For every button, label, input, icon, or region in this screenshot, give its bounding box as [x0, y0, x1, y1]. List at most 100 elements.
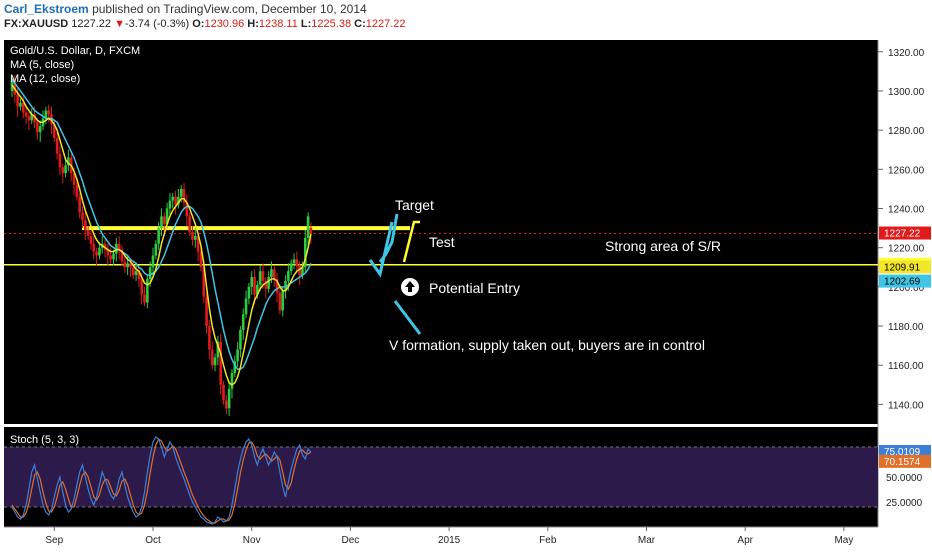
author-link[interactable]: Carl_Ekstroem	[4, 2, 89, 16]
test-path-line	[402, 220, 420, 263]
candle-body	[92, 243, 96, 252]
candle-body	[227, 388, 231, 409]
candle-body	[194, 235, 197, 240]
candle-body	[44, 110, 48, 119]
price-chart-svg[interactable]: 1320.00 1300.00 1280.00 1260.00 1240.00 1220.…	[0, 36, 932, 550]
candle-body	[191, 232, 194, 240]
x-tick-label: Nov	[243, 535, 261, 546]
candle-body	[196, 235, 200, 252]
stoch-band	[4, 447, 878, 507]
candle-body	[106, 249, 110, 256]
high-value: 1238.11	[258, 18, 298, 30]
candle-body	[129, 263, 132, 268]
candle-body	[16, 94, 19, 107]
price-tick-label: 1200.00	[888, 283, 925, 294]
candle-body	[188, 216, 191, 232]
candle-body	[287, 271, 290, 281]
candle-body	[21, 102, 25, 113]
candle-body	[165, 208, 169, 225]
candle-body	[244, 298, 248, 315]
high-label: H:	[247, 18, 259, 30]
candle-body	[64, 165, 67, 174]
price-tick-label: 1180.00	[888, 322, 924, 333]
legend-ma12: MA (12, close)	[10, 73, 80, 85]
chart-area[interactable]: 1320.00 1300.00 1280.00 1260.00 1240.00 1220.…	[0, 36, 932, 550]
candle-body	[112, 253, 115, 260]
candle-body	[162, 216, 166, 225]
candle-body	[222, 384, 225, 401]
candle-body	[36, 122, 39, 133]
price-tick-label: 1220.00	[888, 244, 925, 255]
candle-body	[55, 137, 59, 154]
candle-body	[278, 292, 282, 311]
candle-body	[131, 267, 135, 276]
main-pane[interactable]	[4, 40, 878, 424]
candle-body	[117, 243, 121, 250]
candle-body	[157, 228, 160, 244]
candle-body	[216, 341, 220, 358]
price-label-text: 1209.91	[884, 262, 921, 273]
stoch-d-label-box	[879, 454, 931, 468]
candle-body	[27, 116, 31, 121]
candle-body	[160, 216, 163, 229]
candle-body	[47, 110, 50, 115]
legend-stoch: Stoch (5, 3, 3)	[10, 434, 79, 446]
stoch-k-line	[11, 436, 312, 525]
price-tick-label: 1160.00	[888, 361, 924, 372]
candle-body	[38, 126, 42, 133]
published-text: published on TradingView.com, December 1…	[92, 2, 367, 16]
v-formation-right-leg	[368, 221, 394, 278]
ma5-line	[11, 84, 312, 386]
candle-body	[168, 200, 172, 209]
candle-body	[309, 228, 313, 234]
candle-body	[284, 280, 287, 291]
change-arrow-icon: ▼	[114, 18, 125, 30]
candle-body	[306, 216, 310, 238]
candle-body	[208, 326, 211, 350]
candle-body	[146, 279, 149, 303]
annotations: Target Test Strong area of S/R Potential…	[368, 197, 721, 353]
publish-line: Carl_Ekstroem published on TradingView.c…	[4, 2, 367, 16]
price-label-box	[879, 274, 931, 288]
candle-body	[301, 267, 304, 276]
ohlc-line: FX:XAUUSD 1227.22 ▼-3.74 (-0.3%) O:1230.…	[4, 18, 406, 30]
candle-body	[275, 279, 279, 293]
stoch-k-label: 75.0109	[884, 447, 921, 458]
candle-body	[182, 188, 186, 203]
price-label-text: 1227.22	[884, 229, 921, 240]
candle-body	[185, 202, 189, 217]
candle-body	[84, 220, 87, 231]
candle-body	[199, 251, 203, 268]
candle-body	[19, 102, 22, 107]
candle-body	[50, 114, 53, 125]
x-tick-label: Apr	[737, 535, 753, 546]
candle-body	[53, 124, 56, 138]
x-tick-label: 2015	[438, 535, 461, 546]
candle-body	[205, 296, 208, 327]
candle-body	[95, 251, 98, 256]
candle-body	[219, 341, 222, 385]
candle-body	[148, 267, 152, 280]
candle-body	[295, 259, 299, 266]
price-tick-label: 1300.00	[888, 87, 925, 98]
candle-body	[239, 329, 242, 350]
candle-body	[30, 114, 34, 121]
stoch-tick-label: 25.0000	[886, 498, 923, 509]
x-tick-label: Sep	[45, 535, 63, 546]
pointer-line	[393, 300, 422, 335]
candle-body	[137, 271, 141, 280]
close-label: C:	[354, 18, 366, 30]
candle-body	[89, 235, 93, 244]
candle-body	[177, 196, 180, 205]
stoch-d-line	[11, 438, 312, 524]
candle-body	[261, 271, 265, 281]
candle-body	[236, 349, 239, 362]
x-tick-label: Oct	[145, 535, 161, 546]
up-arrow-glyph	[405, 281, 415, 292]
candle-body	[78, 196, 81, 213]
candle-body	[281, 290, 285, 311]
price-label-text: 1202.69	[884, 277, 921, 288]
legend-ma5: MA (5, close)	[10, 59, 74, 71]
chart-title: Gold/U.S. Dollar, D, FXCM	[10, 45, 140, 57]
candle-body	[230, 373, 234, 389]
